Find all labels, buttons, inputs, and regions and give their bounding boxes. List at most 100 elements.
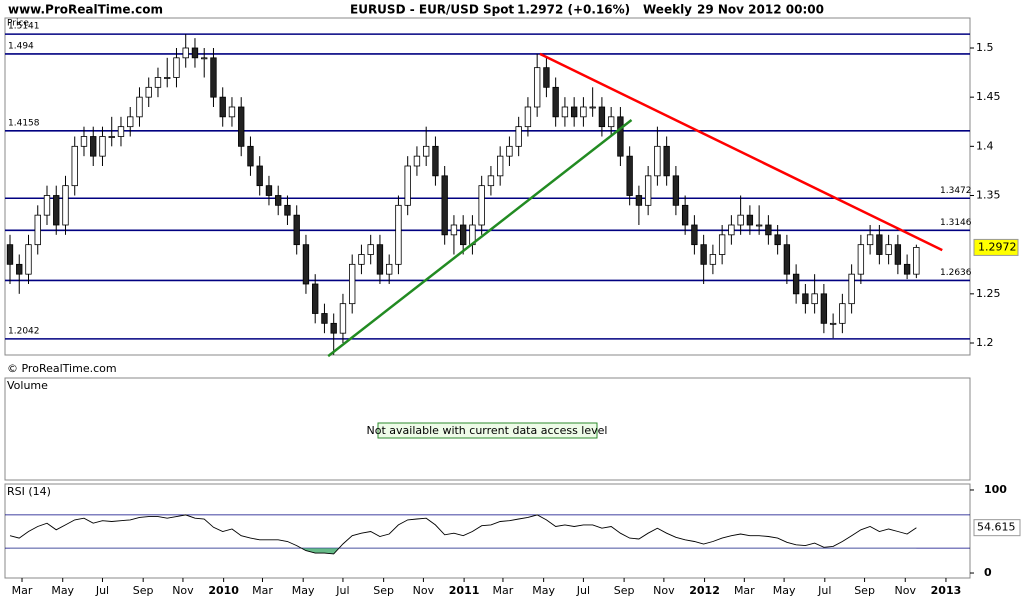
candle-body (876, 234, 883, 255)
candle-body (746, 214, 754, 226)
candle-body (330, 322, 337, 334)
candle-body (53, 195, 60, 226)
x-tick-label: May (51, 584, 74, 597)
candle-body (672, 175, 680, 206)
candle-body (774, 234, 781, 246)
candle-body (228, 106, 236, 118)
volume-panel (4, 377, 971, 481)
level-label: 1.3472 (940, 186, 972, 196)
candle-body (302, 244, 310, 285)
candle-body (681, 204, 689, 226)
candle-body (524, 106, 532, 128)
candle-body (404, 165, 411, 206)
symbol: EURUSD - EUR/USD Spot (350, 3, 514, 17)
candle-body (99, 136, 106, 157)
candle-body (127, 116, 134, 128)
candle-body (598, 106, 606, 128)
candle-body (644, 175, 652, 206)
candle-body (247, 145, 254, 167)
x-tick-label: Sep (373, 584, 394, 597)
candle-body (367, 244, 374, 255)
candle-body (728, 224, 735, 236)
candle-body (811, 293, 818, 305)
candle-body (386, 263, 393, 275)
x-tick-label: Mar (252, 584, 273, 597)
copyright: © ProRealTime.com (7, 362, 117, 375)
candle-body (635, 195, 643, 206)
last-price: 1.2972 (978, 240, 1017, 253)
x-tick-label: Mar (734, 584, 755, 597)
candle-body (191, 47, 199, 59)
candle-body (802, 293, 809, 305)
candle-body (691, 224, 698, 246)
datetime: 29 Nov 2012 00:00 (697, 3, 824, 17)
y-tick-label: 1.4 (976, 139, 994, 152)
candle-body (857, 244, 865, 275)
candle-body (321, 313, 328, 324)
candle-body (580, 106, 587, 118)
trendline (327, 118, 633, 358)
candle-body (265, 185, 273, 196)
candle-body (885, 244, 892, 255)
candle-body (607, 116, 615, 128)
panel-label: Volume (7, 379, 48, 392)
x-tick-label: May (292, 584, 315, 597)
candle-body (561, 106, 569, 118)
candle-body (663, 145, 670, 177)
level-label: 1.5141 (8, 22, 40, 32)
candle-body (154, 77, 162, 88)
x-tick-label: Sep (133, 584, 154, 597)
candle-body (903, 263, 911, 275)
candle-body (626, 155, 633, 196)
candle-body (552, 86, 559, 118)
candle-body (423, 145, 430, 157)
candle-body (312, 283, 319, 314)
candle-body (90, 136, 97, 157)
candle-body (478, 185, 485, 226)
x-tick-label: 2011 (449, 584, 480, 597)
candle-body (34, 214, 41, 246)
candle-body (589, 106, 596, 109)
candle-body (182, 47, 189, 59)
x-tick-label: Sep (614, 584, 635, 597)
y-tick-label: 1.35 (976, 188, 1001, 201)
candle-body (219, 96, 226, 118)
rsi-panel (4, 483, 971, 579)
x-tick-label: 2012 (689, 584, 720, 597)
candle-body (654, 145, 661, 177)
last-price-box (973, 238, 1019, 256)
candle-body (349, 263, 356, 305)
rsi-line (9, 514, 917, 555)
message-box (377, 422, 598, 439)
period: Weekly (643, 3, 692, 17)
x-tick-label: Nov (413, 584, 435, 597)
candle-body (515, 126, 522, 147)
candle-body (848, 273, 855, 305)
candle-body (737, 214, 744, 226)
panel-label: Price (7, 19, 29, 29)
candle-body (718, 234, 726, 255)
trendline (539, 52, 943, 252)
candle-body (376, 244, 384, 275)
candle-body (201, 57, 208, 60)
candle-body (339, 303, 347, 334)
y-tick-label: 1.25 (976, 287, 1001, 300)
candle-body (136, 96, 143, 118)
candle-body (145, 86, 152, 98)
level-label: 1.2042 (8, 326, 40, 336)
candle-body (460, 224, 467, 246)
y-tick-label: 0 (984, 566, 992, 579)
candle-body (441, 175, 448, 236)
last-value: 54.615 (977, 521, 1016, 534)
candle-body (543, 67, 550, 88)
candle-body (210, 57, 217, 98)
rsi-oversold-area (301, 548, 340, 554)
candle-body (506, 145, 513, 157)
candle-body (293, 214, 300, 246)
x-tick-label: Jul (576, 584, 590, 597)
candle-body (6, 244, 14, 265)
panel-label: RSI (14) (7, 485, 51, 498)
candle-body (783, 244, 791, 275)
x-tick-label: Mar (493, 584, 514, 597)
